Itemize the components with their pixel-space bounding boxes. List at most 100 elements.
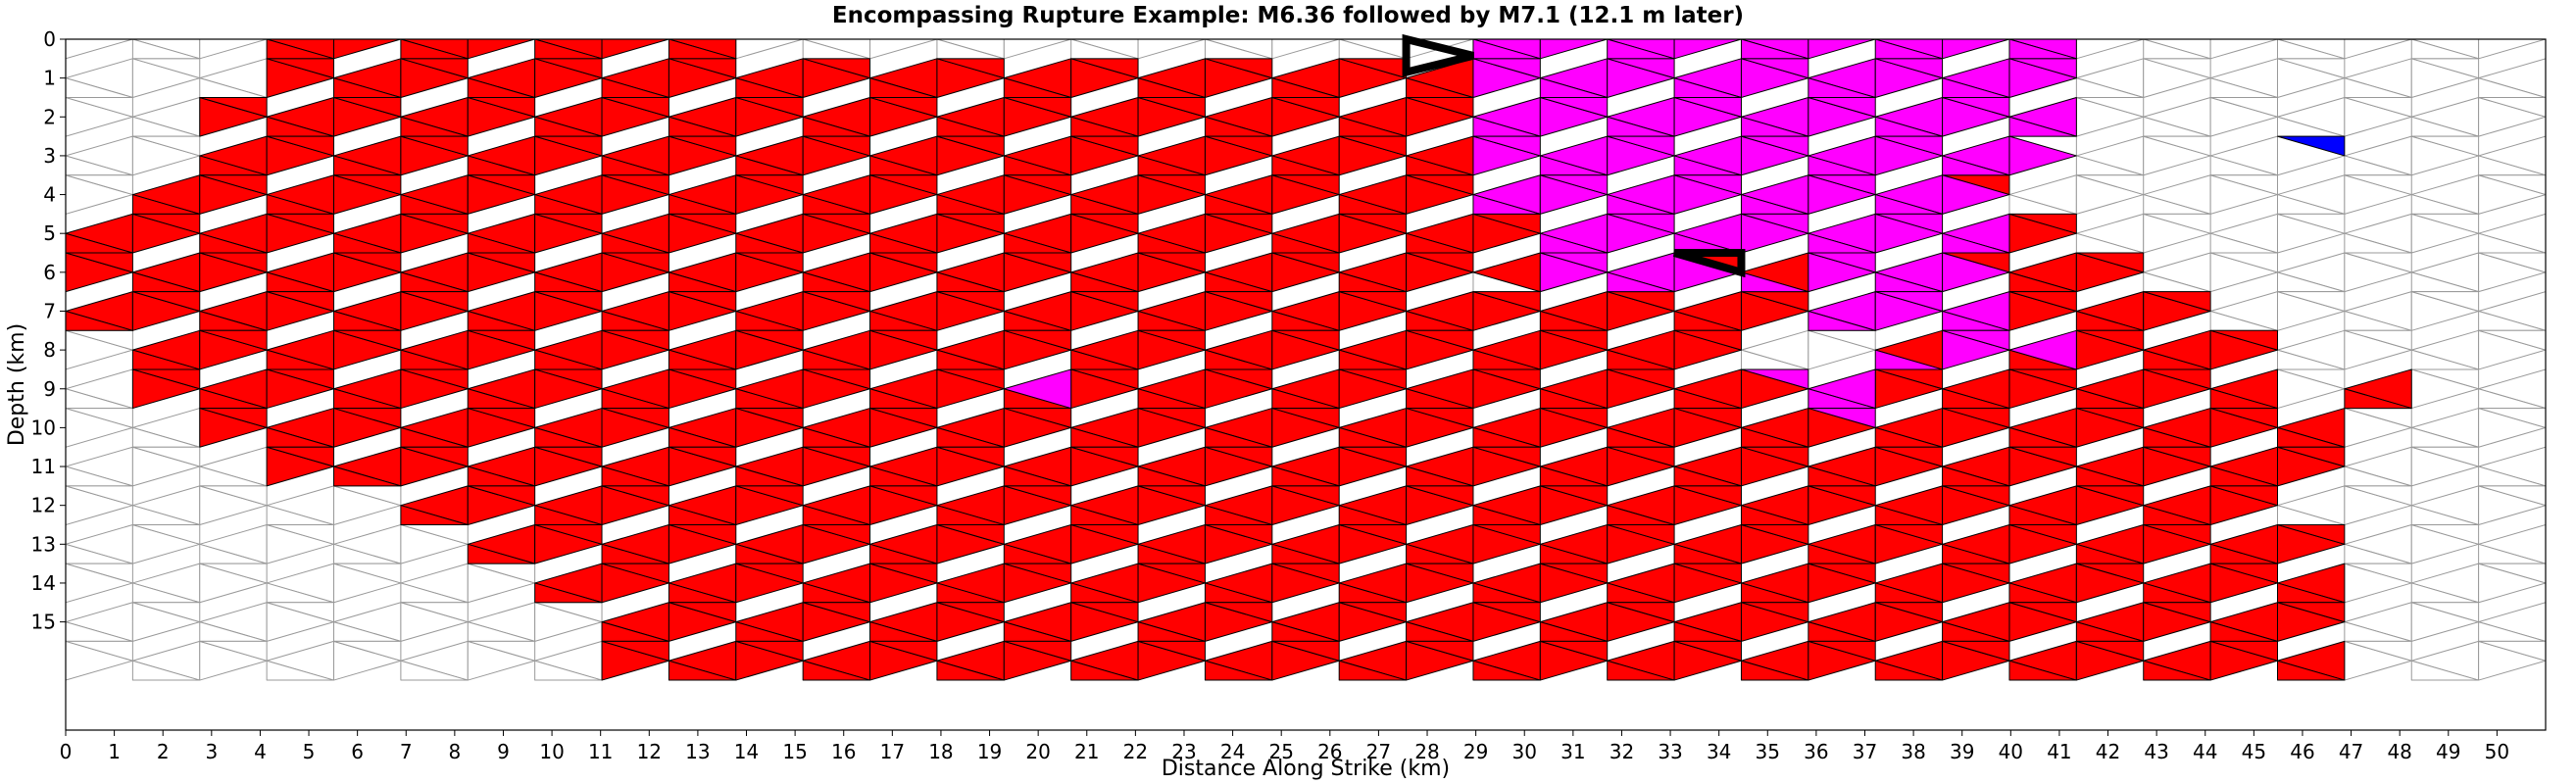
- mesh-triangle: [534, 446, 603, 467]
- mesh-triangle: [467, 485, 536, 507]
- mesh-triangle: [735, 329, 804, 351]
- mesh-triangle: [2143, 446, 2211, 467]
- mesh-triangle: [1942, 232, 2010, 254]
- mesh-triangle: [199, 39, 268, 60]
- mesh-triangle: [1070, 58, 1139, 79]
- mesh-triangle: [2008, 58, 2077, 79]
- mesh-triangle: [131, 213, 201, 234]
- mesh-triangle: [1874, 213, 1944, 234]
- mesh-triangle: [1204, 446, 1273, 467]
- mesh-triangle: [131, 135, 201, 157]
- mesh-triangle: [1808, 408, 1876, 428]
- y-tick-label: 12: [31, 494, 56, 517]
- mesh-triangle: [1539, 174, 1609, 196]
- mesh-triangle: [2478, 252, 2546, 273]
- mesh-triangle: [467, 252, 536, 273]
- mesh-triangle: [1070, 213, 1139, 234]
- mesh-triangle: [936, 446, 1005, 467]
- mesh-triangle: [1942, 640, 2010, 662]
- mesh-triangle: [1942, 39, 2010, 60]
- mesh-triangle: [1874, 349, 1944, 370]
- mesh-triangle: [869, 563, 938, 584]
- mesh-triangle: [2008, 116, 2077, 137]
- mesh-triangle: [2276, 58, 2346, 79]
- mesh-triangle: [1740, 368, 1809, 390]
- mesh-triangle: [467, 408, 536, 428]
- mesh-triangle: [2209, 563, 2278, 584]
- mesh-triangle: [1070, 660, 1139, 681]
- x-tick-label: 28: [1414, 740, 1439, 763]
- mesh-triangle: [1338, 446, 1408, 467]
- mesh-triangle: [2478, 96, 2546, 118]
- mesh-triangle: [667, 39, 669, 40]
- mesh-triangle: [2008, 291, 2077, 312]
- mesh-triangle: [467, 640, 536, 662]
- mesh-triangle: [2409, 39, 2412, 40]
- mesh-triangle: [2544, 39, 2546, 40]
- mesh-triangle: [1874, 524, 1944, 545]
- mesh-triangle: [2276, 602, 2346, 623]
- x-tick-label: 24: [1220, 740, 1245, 763]
- mesh-triangle: [668, 602, 737, 623]
- mesh-triangle: [1472, 58, 1541, 79]
- x-tick-label: 19: [977, 740, 1002, 763]
- mesh-triangle: [2143, 213, 2211, 234]
- mesh-triangle: [2478, 640, 2546, 662]
- mesh-triangle: [400, 291, 469, 312]
- mesh-triangle: [2478, 39, 2546, 60]
- mesh-triangle: [1539, 39, 1609, 60]
- mesh-triangle: [1137, 563, 1206, 584]
- mesh-triangle: [735, 174, 804, 196]
- mesh-triangle: [534, 524, 603, 545]
- mesh-triangle: [668, 446, 737, 467]
- x-tick-label: 4: [254, 740, 267, 763]
- mesh-triangle: [2410, 213, 2480, 234]
- mesh-triangle: [400, 213, 469, 234]
- mesh-triangle: [2209, 408, 2278, 428]
- mesh-triangle: [2276, 446, 2346, 467]
- x-tick-label: 15: [782, 740, 807, 763]
- x-tick-label: 16: [831, 740, 856, 763]
- mesh-triangle: [601, 485, 669, 507]
- mesh-triangle: [1472, 368, 1541, 390]
- x-tick-label: 45: [2242, 740, 2266, 763]
- mesh-triangle: [2008, 213, 2077, 234]
- mesh-triangle: [2008, 524, 2077, 545]
- mesh-triangle: [2276, 660, 2346, 681]
- mesh-triangle: [333, 640, 402, 662]
- mesh-triangle: [936, 368, 1005, 390]
- mesh-triangle: [2209, 96, 2278, 118]
- mesh-triangle: [1137, 408, 1206, 428]
- x-tick-label: 6: [351, 740, 364, 763]
- mesh-triangle: [400, 505, 469, 525]
- mesh-triangle: [1003, 408, 1072, 428]
- mesh-triangle: [199, 329, 268, 351]
- y-tick-label: 10: [31, 416, 56, 439]
- mesh-triangle: [2141, 39, 2145, 40]
- mesh-triangle: [936, 135, 1005, 157]
- mesh-triangle: [2344, 485, 2412, 507]
- mesh-triangle: [1539, 640, 1609, 662]
- mesh-triangle: [1338, 524, 1408, 545]
- x-tick-label: 8: [448, 740, 461, 763]
- mesh-triangle: [66, 39, 133, 60]
- mesh-triangle: [1673, 408, 1742, 428]
- mesh-triangle: [735, 640, 804, 662]
- mesh-triangle: [936, 602, 1005, 623]
- y-tick-label: 11: [31, 455, 56, 478]
- mesh-triangle: [1137, 252, 1206, 273]
- mesh-triangle: [2276, 524, 2346, 545]
- mesh-triangle: [1472, 524, 1541, 545]
- y-tick-label: 13: [31, 532, 56, 556]
- mesh-triangle: [2209, 329, 2278, 351]
- mesh-triangle: [399, 39, 402, 40]
- x-tick-label: 21: [1074, 740, 1099, 763]
- mesh-triangle: [2075, 96, 2145, 118]
- x-tick-label: 5: [303, 740, 316, 763]
- x-tick-label: 2: [157, 740, 170, 763]
- mesh-triangle: [2075, 329, 2145, 351]
- mesh-triangle: [400, 135, 469, 157]
- mesh-triangle: [1740, 660, 1809, 681]
- x-tick-label: 29: [1463, 740, 1488, 763]
- mesh-triangle: [2143, 58, 2211, 79]
